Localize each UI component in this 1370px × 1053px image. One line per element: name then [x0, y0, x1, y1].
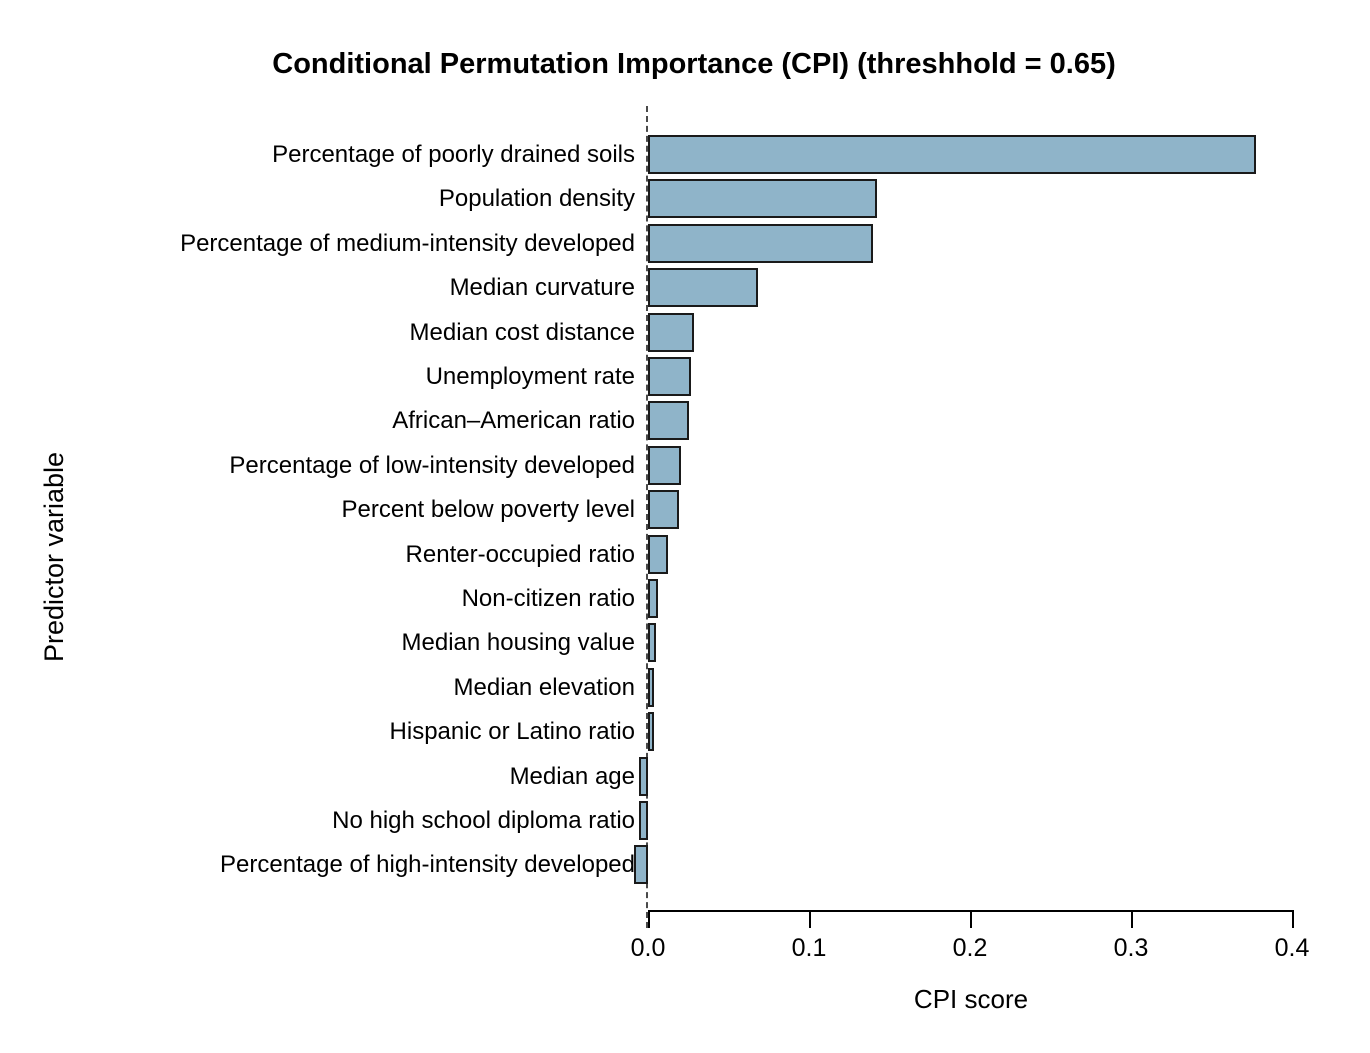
x-axis-tick: [970, 912, 972, 928]
category-label: Percentage of low-intensity developed: [229, 452, 635, 479]
x-axis-tick-label: 0.4: [1274, 934, 1310, 962]
category-label: Hispanic or Latino ratio: [389, 718, 635, 745]
x-axis-line: [648, 910, 1294, 912]
category-label: Percentage of medium-intensity developed: [180, 230, 635, 257]
x-axis-tick-label: 0.2: [952, 934, 988, 962]
x-axis-tick: [809, 912, 811, 928]
bar: [648, 579, 659, 618]
bar: [648, 446, 681, 485]
bar: [648, 668, 655, 707]
category-label: Median age: [509, 763, 635, 790]
bar: [634, 845, 648, 884]
x-axis-tick-label: 0.1: [791, 934, 827, 962]
x-axis-tick: [1131, 912, 1133, 928]
bar: [648, 313, 694, 352]
bar: [648, 535, 669, 574]
category-label: No high school diploma ratio: [332, 807, 635, 834]
category-label: Percentage of high-intensity developed: [220, 851, 635, 878]
bar: [648, 712, 654, 751]
category-label: Renter-occupied ratio: [405, 541, 635, 568]
chart-title: Conditional Permutation Importance (CPI)…: [272, 48, 1116, 80]
x-axis-tick: [648, 912, 650, 928]
bar: [639, 801, 648, 840]
bar: [648, 623, 657, 662]
bar: [639, 757, 648, 796]
bar: [648, 490, 680, 529]
category-label: Median cost distance: [409, 319, 635, 346]
bar: [648, 224, 873, 263]
category-label: Unemployment rate: [425, 363, 635, 390]
category-label: Percent below poverty level: [341, 496, 635, 523]
bar: [648, 268, 759, 307]
x-axis-tick-label: 0.0: [630, 934, 666, 962]
category-label: Percentage of poorly drained soils: [272, 141, 635, 168]
category-label: Median housing value: [401, 629, 636, 656]
bar: [648, 135, 1256, 174]
x-axis-tick-label: 0.3: [1113, 934, 1149, 962]
zero-reference-line: [646, 106, 648, 928]
category-label: Median elevation: [453, 674, 635, 701]
bar: [648, 357, 691, 396]
x-axis-tick: [1292, 912, 1294, 928]
category-label: African–American ratio: [392, 407, 635, 434]
category-label: Non-citizen ratio: [461, 585, 635, 612]
x-axis-title: CPI score: [913, 984, 1029, 1014]
category-label: Population density: [438, 185, 635, 212]
bar: [648, 401, 690, 440]
category-label: Median curvature: [449, 274, 635, 301]
bar: [648, 179, 878, 218]
